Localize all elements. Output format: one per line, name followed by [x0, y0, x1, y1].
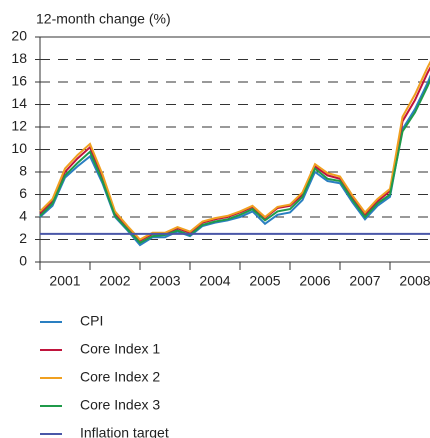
x-tick-label: 2005: [249, 273, 280, 289]
series-line: [39, 60, 430, 241]
x-tick-label: 2001: [49, 273, 80, 289]
legend-label: Core Index 1: [80, 341, 160, 357]
legend-label: CPI: [80, 313, 103, 329]
legend-label: Inflation target: [80, 425, 169, 438]
x-tick-label: 2004: [199, 273, 230, 289]
y-tick-label: 10: [11, 140, 27, 156]
legend-label: Core Index 3: [80, 397, 160, 413]
x-tick-label: 2002: [99, 273, 130, 289]
y-tick-label: 16: [11, 73, 27, 89]
x-tick-label: 2003: [149, 273, 180, 289]
legend-label: Core Index 2: [80, 369, 160, 385]
y-tick-label: 6: [19, 185, 27, 201]
y-tick-label: 18: [11, 50, 27, 66]
y-tick-label: 8: [19, 163, 27, 179]
y-tick-label: 20: [11, 28, 27, 44]
chart-title: 12-month change (%): [36, 11, 171, 27]
y-tick-label: 4: [19, 208, 27, 224]
y-tick-label: 12: [11, 118, 27, 134]
x-tick-label: 2006: [299, 273, 330, 289]
y-tick-label: 14: [11, 95, 27, 111]
y-tick-label: 0: [19, 253, 27, 269]
series-line: [39, 78, 430, 245]
x-tick-label: 2007: [349, 273, 380, 289]
y-tick-label: 2: [19, 230, 27, 246]
x-tick-label: 2008: [399, 273, 430, 289]
